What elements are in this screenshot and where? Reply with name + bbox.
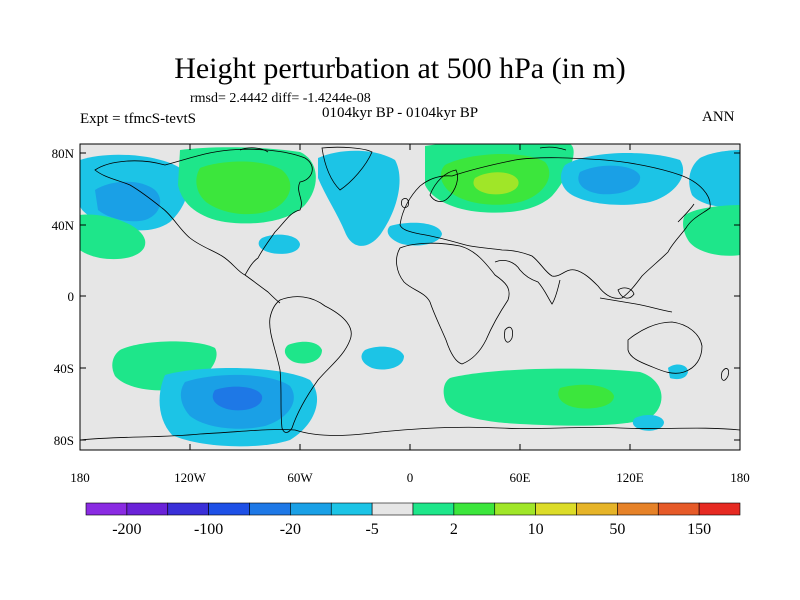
colorbar-swatch	[494, 502, 536, 516]
coastline-borneo	[617, 287, 635, 299]
colorbar-swatch	[167, 502, 209, 516]
coastline-south-america	[269, 296, 352, 433]
coastline-australia	[627, 321, 703, 374]
colorbar-swatch	[453, 502, 496, 516]
colorbar-swatch	[698, 502, 741, 516]
colorbar-label: -5	[365, 521, 378, 538]
longitude-axis: 180 120W 60W 0 60E 120E 180	[70, 144, 750, 485]
anomaly-negative-australia-south	[668, 364, 688, 380]
lon-label: 120E	[616, 470, 644, 485]
anomaly-negative-south-atlantic	[361, 346, 404, 370]
coastline-madagascar	[504, 326, 513, 343]
lon-label: 180	[70, 470, 90, 485]
coastline-africa	[396, 242, 510, 365]
colorbar-swatch	[535, 502, 577, 516]
colorbar-swatch	[412, 502, 455, 516]
lat-label: 40S	[54, 361, 74, 376]
anomaly-negative-southeast-pacific-core	[212, 386, 263, 411]
page-title: Height perturbation at 500 hPa (in m)	[174, 52, 626, 85]
lat-label: 80S	[54, 433, 74, 448]
coastline-arctic-islands	[239, 146, 567, 153]
colorbar-swatch	[249, 502, 291, 516]
colorbar-label: 10	[528, 521, 544, 538]
anomaly-positive-southern-indian-ocean-core	[558, 384, 614, 409]
lon-label: 60E	[510, 470, 531, 485]
anomaly-positive-west-pacific	[80, 214, 146, 260]
colorbar: -200 -100 -20 -5 2 10 50 150	[85, 502, 741, 538]
latitude-axis: 80N 40N 0 40S 80S	[52, 146, 740, 448]
anomaly-negative-tasman-sea	[632, 414, 664, 431]
anomaly-negative-west-europe	[387, 222, 442, 246]
coastline-antarctica	[80, 426, 740, 450]
anomaly-negative-north-pacific-core	[95, 181, 161, 222]
coastline-north-america	[94, 148, 313, 276]
anomaly-positive-north-america-core	[196, 161, 291, 215]
lon-label: 60W	[287, 470, 313, 485]
anomaly-positive-southern-indian-ocean	[443, 368, 662, 426]
colorbar-swatch	[576, 502, 618, 516]
colorbar-label: 150	[687, 521, 711, 538]
coastline-japan	[677, 203, 695, 223]
colorbar-swatch	[290, 502, 332, 516]
colorbar-label: -200	[112, 521, 141, 538]
coastline-eurasia	[399, 157, 711, 299]
colorbar-label: 50	[609, 521, 625, 538]
lat-label: 0	[68, 289, 75, 304]
lon-label: 180	[730, 470, 750, 485]
colorbar-swatch	[85, 502, 128, 516]
coastline-indonesia	[599, 297, 673, 313]
anomaly-positive-dateline-40n	[683, 205, 740, 256]
colorbar-label: -20	[280, 521, 301, 538]
coastline-scandinavia	[429, 169, 458, 202]
coastline-central-america	[244, 274, 281, 304]
colorbar-swatch	[371, 502, 414, 516]
colorbar-swatch	[657, 502, 700, 516]
coastline-great-britain	[401, 198, 409, 208]
anomaly-fields	[80, 144, 740, 447]
colorbar-label: 2	[450, 521, 458, 538]
period-label: 0104kyr BP - 0104kyr BP	[322, 105, 479, 121]
coastline-greenland	[321, 146, 373, 191]
anomaly-positive-eurasia-core	[473, 172, 519, 195]
anomaly-negative-west-atlantic-small	[258, 234, 300, 254]
lon-label: 120W	[174, 470, 207, 485]
lat-label: 80N	[52, 146, 75, 161]
lon-label: 0	[407, 470, 414, 485]
experiment-label: Expt = tfmcS-tevtS	[80, 111, 196, 127]
season-label: ANN	[702, 109, 735, 125]
stats-label: rmsd= 2.4442 diff= -1.4244e-08	[190, 91, 371, 106]
anomaly-positive-south-atlantic	[284, 341, 322, 364]
coastlines	[80, 146, 740, 450]
colorbar-swatch	[330, 502, 373, 516]
colorbar-swatch	[617, 502, 659, 516]
anomaly-negative-dateline-north	[689, 150, 740, 207]
anomaly-negative-northwest-pacific-core	[578, 165, 641, 195]
colorbar-swatch	[208, 502, 250, 516]
lat-label: 40N	[52, 218, 75, 233]
colorbar-label: -100	[194, 521, 223, 538]
coastline-new-zealand	[721, 368, 729, 381]
colorbar-swatch	[126, 502, 169, 516]
anomaly-negative-north-atlantic	[318, 150, 400, 246]
coastline-south-asia	[494, 260, 561, 305]
